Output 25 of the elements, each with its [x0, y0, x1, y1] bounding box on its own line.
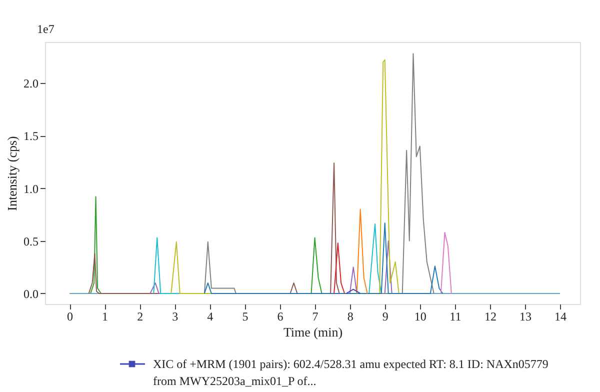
x-tick-label: 7 — [312, 310, 318, 324]
x-tick-label: 11 — [450, 310, 462, 324]
x-tick-label: 10 — [414, 310, 426, 324]
text: 1e7 — [37, 22, 54, 36]
y-tick-label: 1.0 — [24, 182, 38, 196]
x-tick-label: 0 — [67, 310, 74, 324]
x-tick-label: 2 — [137, 310, 144, 324]
x-axis-title: Time (min) — [283, 324, 343, 340]
x-tick-label: 9 — [382, 310, 388, 324]
legend-label: XIC of +MRM (1901 pairs): 602.4/528.31 amu expected RT: 8.1 ID: NAXn05779 from MWY25203a_mix01_P of... — [153, 357, 548, 388]
x-tick-label: 6 — [277, 310, 284, 324]
x-tick-label: 4 — [207, 310, 214, 324]
x-tick-label: 5 — [242, 310, 248, 324]
x-tick-label: 14 — [554, 310, 567, 324]
x-tick-label: 8 — [347, 310, 354, 324]
y-tick-label: 0.0 — [24, 286, 38, 301]
y-tick-label: 1.5 — [24, 129, 38, 144]
x-tick-label: 1 — [102, 310, 108, 324]
x-tick-label: 3 — [172, 310, 178, 324]
y-axis-title: Intensity (cps) — [4, 136, 20, 211]
x-tick-label: 12 — [484, 310, 496, 324]
y-tick-label: 0.5 — [24, 234, 38, 248]
y-tick-label: 2.0 — [24, 76, 38, 91]
line-series — [204, 222, 444, 294]
x-tick-label: 13 — [519, 310, 532, 324]
